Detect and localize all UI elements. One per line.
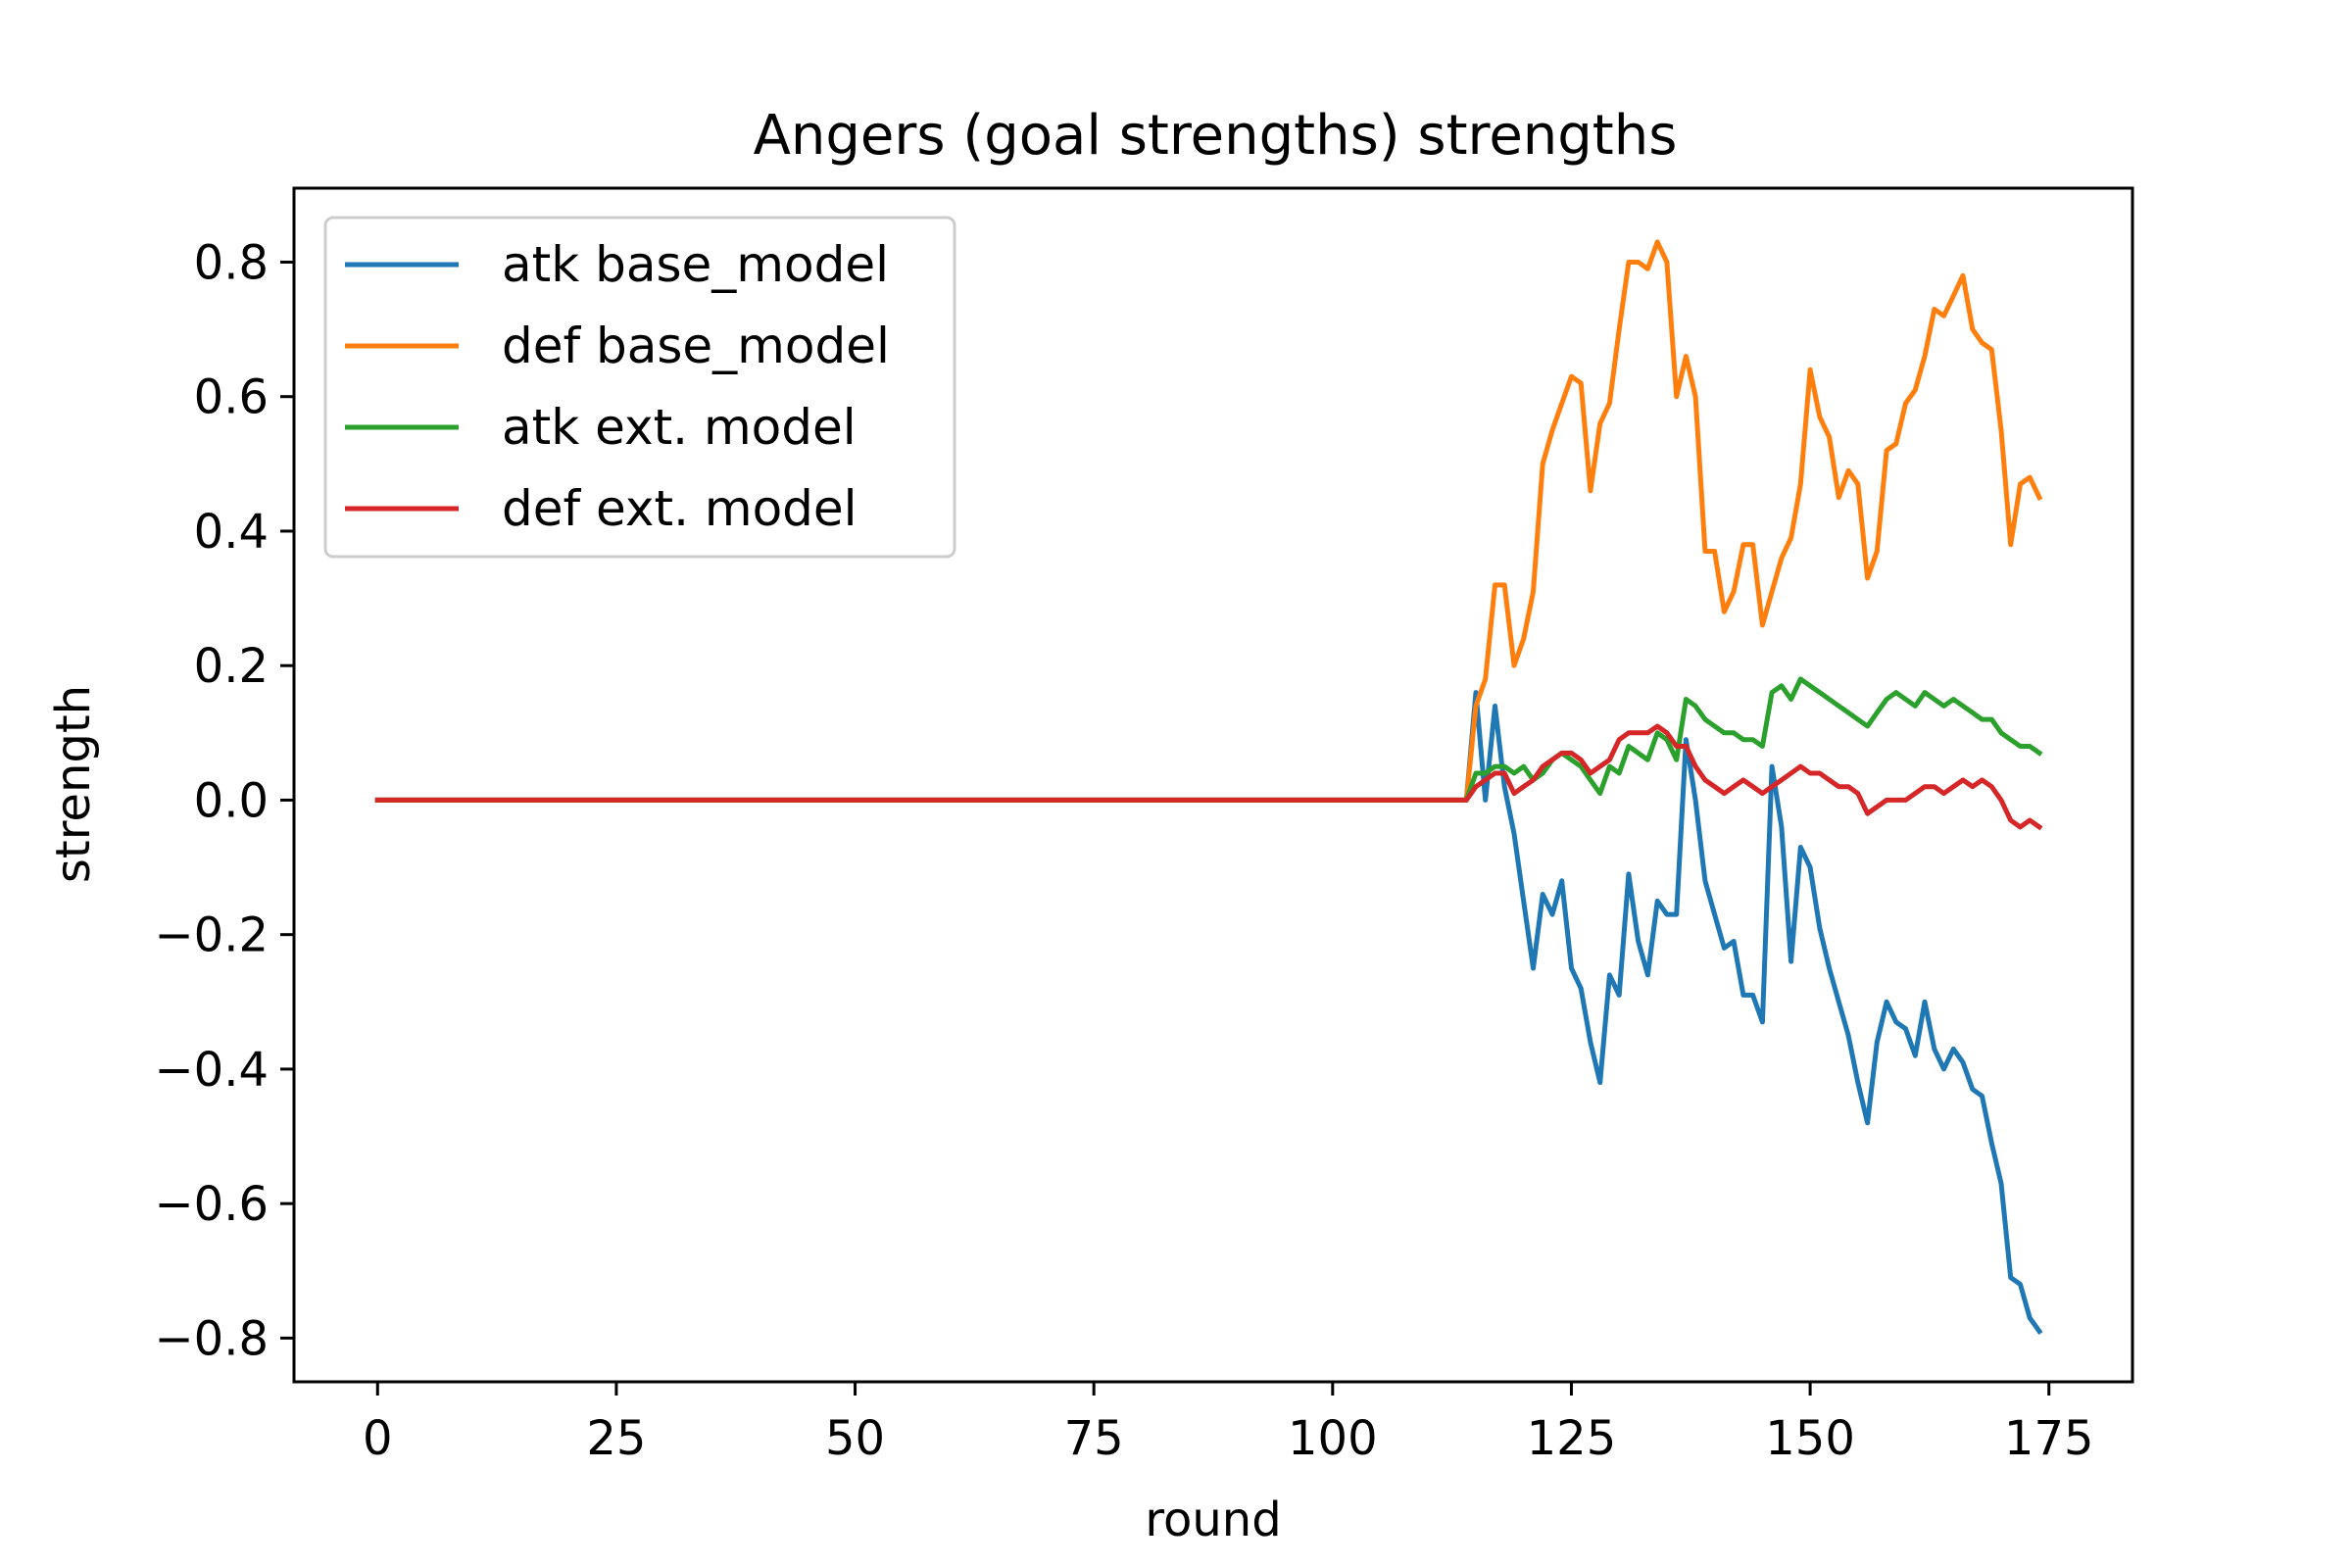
x-tick-label: 150 (1765, 1411, 1855, 1466)
x-tick-label: 0 (363, 1411, 393, 1466)
y-tick-label: −0.6 (154, 1177, 269, 1232)
series-line-1 (374, 690, 2043, 1335)
y-tick-label: 0.6 (194, 370, 269, 425)
legend-label: atk ext. model (502, 399, 857, 456)
x-tick-label: 175 (2004, 1411, 2094, 1466)
legend-frame (323, 216, 956, 559)
y-tick-label: 0.8 (194, 235, 269, 290)
y-tick-label: −0.8 (154, 1311, 269, 1366)
y-tick-label: 0.0 (194, 773, 269, 828)
plot-area: 0 25 50 75 100 125 150 175 0.8 0.6 0.4 0.2 0.0 −0.2 −… (154, 186, 2134, 1466)
y-tick-label: 0.4 (194, 505, 269, 560)
y-tick-label: 0.2 (194, 639, 269, 694)
series-line-4 (374, 723, 2043, 831)
x-tick-label: 25 (586, 1411, 646, 1466)
axes-frame (292, 186, 2134, 1384)
x-axis-ticks: 0 25 50 75 100 125 150 175 (363, 1382, 2094, 1466)
y-axis-ticks: 0.8 0.6 0.4 0.2 0.0 −0.2 −0.4 −0.6 −0.8 (154, 235, 294, 1366)
series-layer (374, 239, 2043, 1335)
legend-label: def base_model (502, 318, 890, 374)
x-tick-label: 125 (1527, 1411, 1617, 1466)
y-tick-label: −0.4 (154, 1043, 269, 1098)
y-tick-label: −0.2 (154, 908, 269, 963)
legend-label: atk base_model (502, 236, 889, 293)
x-axis-label: round (1145, 1493, 1281, 1547)
series-line-2 (374, 239, 2043, 803)
x-tick-label: 75 (1064, 1411, 1124, 1466)
x-tick-label: 100 (1288, 1411, 1378, 1466)
chart-title: Angers (goal strengths) strengths (754, 104, 1678, 168)
legend-label: def ext. model (502, 480, 858, 537)
y-axis-label: strength (46, 685, 101, 883)
x-tick-label: 50 (825, 1411, 885, 1466)
